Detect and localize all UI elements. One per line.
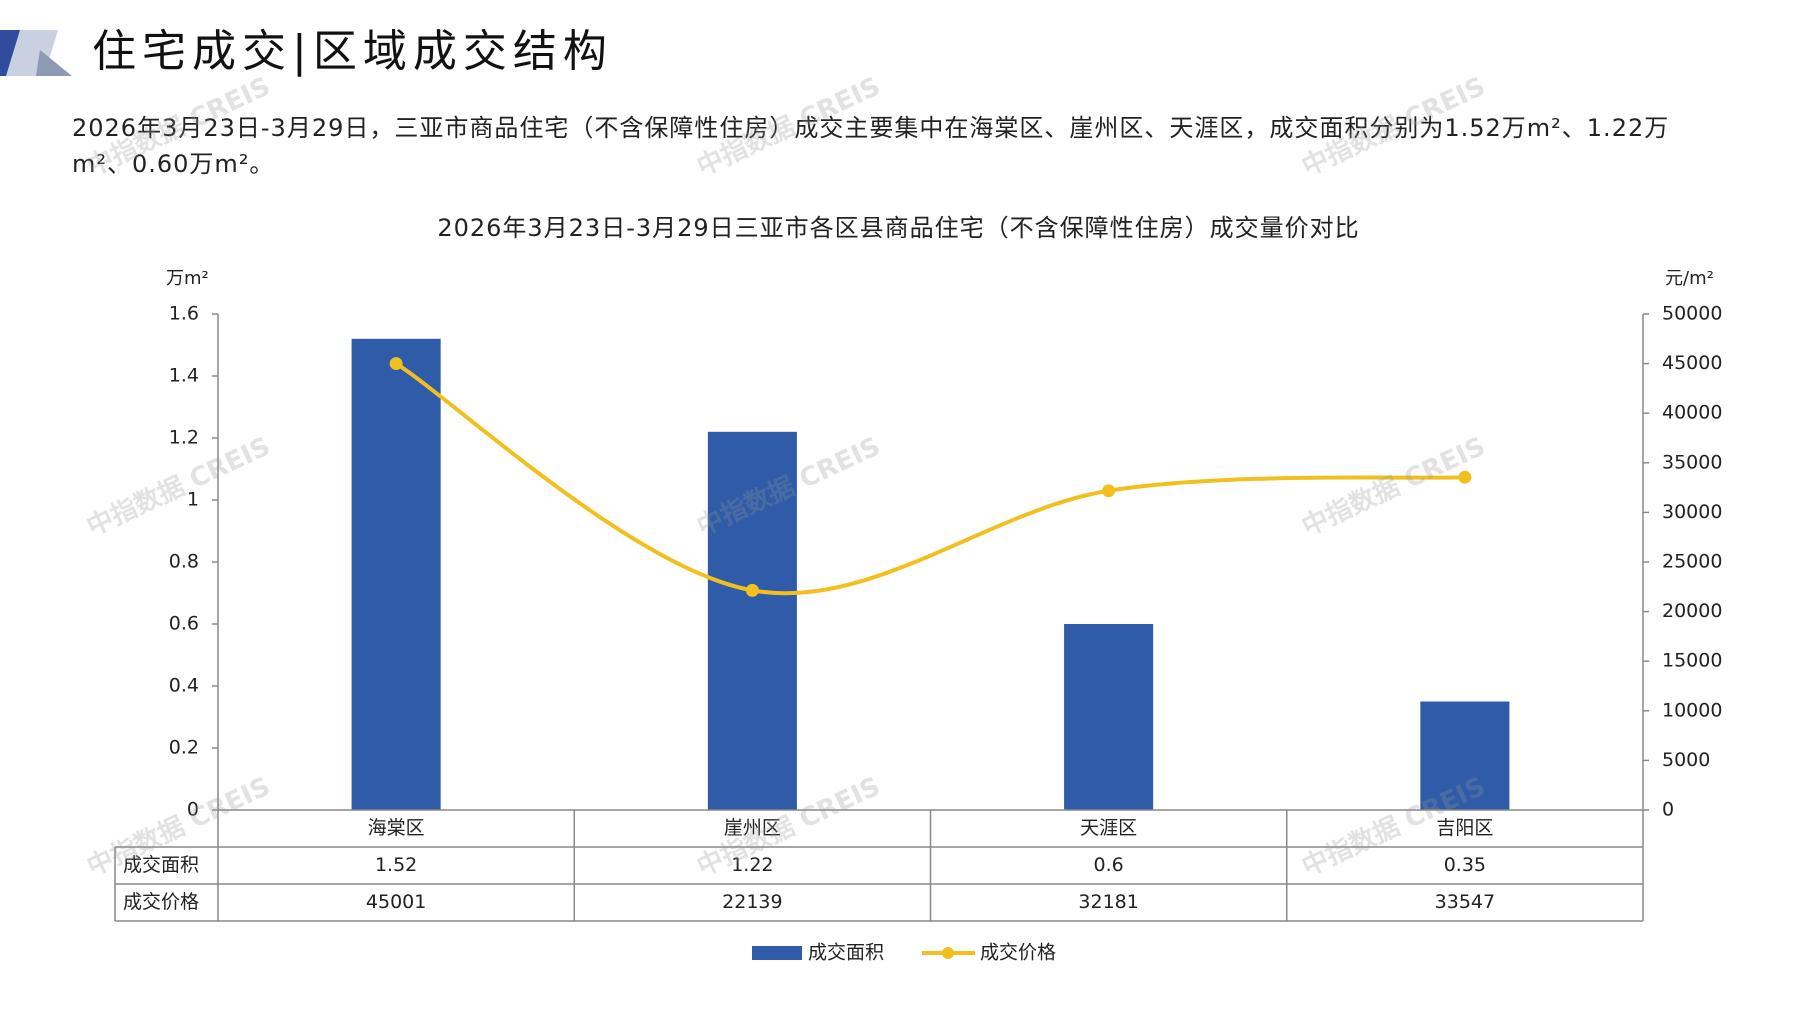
left-tick-label: 0.8 xyxy=(169,551,199,573)
right-tick-label: 50000 xyxy=(1662,303,1722,325)
right-tick-label: 40000 xyxy=(1662,402,1722,424)
left-tick-label: 1.4 xyxy=(169,365,199,387)
table-value: 1.22 xyxy=(731,854,773,876)
page-title: 住宅成交|区域成交结构 xyxy=(92,26,613,77)
bar xyxy=(1420,701,1510,810)
price-line xyxy=(395,361,1465,596)
legend-line-label: 成交价格 xyxy=(980,942,1056,964)
table-value: 32181 xyxy=(1078,891,1138,913)
table-series-name: 成交价格 xyxy=(123,891,199,913)
table-value: 0.6 xyxy=(1094,854,1124,876)
bar xyxy=(1064,624,1154,810)
right-tick-label: 5000 xyxy=(1662,749,1710,771)
summary-text: 2026年3月23日-3月29日，三亚市商品住宅（不含保障性住房）成交主要集中在… xyxy=(72,114,1670,178)
legend-bar-label: 成交面积 xyxy=(808,942,884,964)
right-axis-unit: 元/m² xyxy=(1665,268,1714,289)
right-tick-label: 15000 xyxy=(1662,650,1722,672)
legend-line-marker xyxy=(942,947,954,959)
right-tick-label: 45000 xyxy=(1662,352,1722,374)
legend-bar-swatch xyxy=(752,946,802,960)
right-tick-label: 35000 xyxy=(1662,451,1722,473)
table-series-name: 成交面积 xyxy=(123,854,199,876)
table-value: 45001 xyxy=(366,891,426,913)
left-tick-label: 0.4 xyxy=(169,675,199,697)
bar xyxy=(351,338,441,810)
table-value: 1.52 xyxy=(375,854,417,876)
title-accent-icon xyxy=(0,30,72,76)
left-tick-label: 0.2 xyxy=(169,737,199,759)
left-tick-label: 1.2 xyxy=(169,427,199,449)
left-axis-unit: 万m² xyxy=(166,268,209,289)
category-label: 海棠区 xyxy=(368,817,425,839)
header: 住宅成交|区域成交结构 xyxy=(0,22,1797,82)
price-point xyxy=(1458,470,1472,484)
left-tick-label: 0 xyxy=(187,799,199,821)
category-label: 天涯区 xyxy=(1080,817,1137,839)
left-tick-label: 0.6 xyxy=(169,613,199,635)
right-tick-label: 0 xyxy=(1662,799,1674,821)
bar xyxy=(707,431,797,810)
left-tick-label: 1 xyxy=(187,489,199,511)
price-point xyxy=(389,357,403,371)
table-value: 33547 xyxy=(1435,891,1495,913)
left-tick-label: 1.6 xyxy=(169,303,199,325)
right-tick-label: 20000 xyxy=(1662,600,1722,622)
price-point xyxy=(745,583,759,597)
category-label: 吉阳区 xyxy=(1436,817,1493,839)
table-value: 22139 xyxy=(722,891,782,913)
right-tick-label: 30000 xyxy=(1662,501,1722,523)
price-point xyxy=(1102,484,1116,498)
right-tick-label: 25000 xyxy=(1662,551,1722,573)
category-label: 崖州区 xyxy=(724,817,781,839)
right-tick-label: 10000 xyxy=(1662,699,1722,721)
table-value: 0.35 xyxy=(1444,854,1486,876)
chart-title: 2026年3月23日-3月29日三亚市各区县商品住宅（不含保障性住房）成交量价对… xyxy=(437,214,1360,242)
